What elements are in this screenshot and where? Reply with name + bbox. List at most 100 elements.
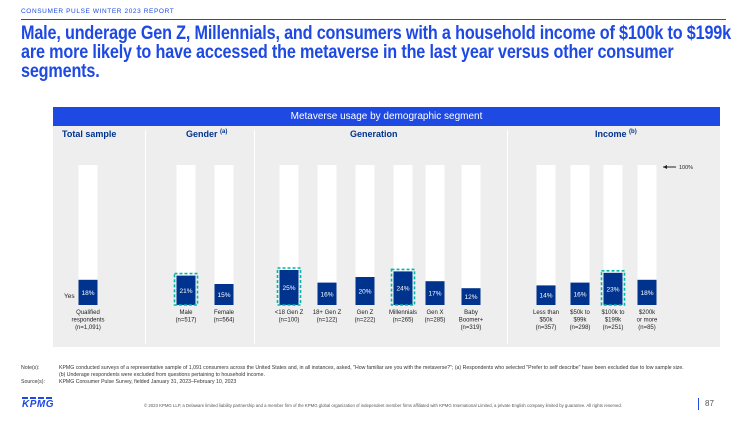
category-label: Male	[179, 310, 193, 316]
section-title-gender: Gender (a)	[186, 129, 228, 139]
bar	[461, 288, 481, 305]
bar-highlight	[173, 272, 199, 306]
note-text: (b) Underage respondents were excluded f…	[59, 372, 265, 378]
section-divider	[254, 130, 255, 344]
category-label: (n=357)	[536, 325, 557, 331]
notes-label: Note(s):	[21, 365, 40, 371]
bar-track	[176, 165, 196, 305]
gender-footnote: (a)	[220, 129, 228, 135]
category-label: or more	[637, 318, 658, 324]
page-number-rule	[698, 398, 699, 410]
bar-value-label: 18%	[81, 290, 94, 297]
category-label: (n=298)	[570, 325, 591, 331]
note-text: KPMG conducted surveys of a representati…	[59, 365, 684, 371]
chart-banner: Metaverse usage by demographic segment	[53, 107, 720, 126]
category-label: (n=85)	[638, 325, 656, 331]
category-label: 18+ Gen Z	[313, 310, 342, 316]
page-headline: Male, underage Gen Z, Millennials, and c…	[21, 22, 731, 82]
category-label: (n=122)	[317, 318, 338, 324]
category-label: $200k	[639, 310, 656, 316]
category-label: Boomer+	[459, 318, 484, 324]
report-header: CONSUMER PULSE WINTER 2023 REPORT	[21, 8, 175, 15]
category-label: (n=251)	[603, 325, 624, 331]
bar-track	[317, 165, 337, 305]
bar-track	[536, 165, 556, 305]
bar-value-label: 17%	[428, 291, 441, 298]
category-label: (n=265)	[393, 318, 414, 324]
section-divider	[145, 130, 146, 344]
category-label: Gen X	[426, 310, 443, 316]
bar	[176, 275, 196, 305]
bar	[279, 270, 299, 305]
bar-track	[78, 165, 98, 305]
section-title-total: Total sample	[62, 129, 117, 139]
bar	[355, 277, 375, 305]
category-label: Qualified	[76, 310, 100, 316]
bar	[78, 279, 98, 305]
category-label: Millennials	[389, 310, 417, 316]
category-label: (n=564)	[214, 318, 235, 324]
source-text: KPMG Consumer Pulse Survey, fielded Janu…	[59, 379, 237, 385]
bar	[425, 281, 445, 305]
source-label: Source(s):	[21, 379, 45, 385]
category-label: (n=517)	[176, 318, 197, 324]
category-label: <18 Gen Z	[275, 310, 304, 316]
category-label: respondents	[71, 318, 104, 324]
bar-value-label: 18%	[640, 290, 653, 297]
kpmg-logo: KPMG	[22, 399, 54, 410]
section-divider	[507, 130, 508, 344]
bar-track	[637, 165, 657, 305]
category-label: $199k	[605, 318, 622, 324]
bar-value-label: 25%	[282, 285, 295, 292]
bar	[603, 272, 623, 305]
bar	[536, 285, 556, 305]
bar-highlight	[390, 268, 416, 306]
reference-arrow-icon	[663, 165, 667, 169]
bar	[637, 279, 657, 305]
category-label: (n=100)	[279, 318, 300, 324]
category-label: (n=285)	[425, 318, 446, 324]
bar-highlight	[276, 267, 302, 306]
bar-value-label: 15%	[217, 292, 230, 299]
category-label: $50k	[539, 318, 553, 324]
bar-value-label: 24%	[396, 286, 409, 293]
bar-value-label: 16%	[573, 291, 586, 298]
bar	[214, 284, 234, 305]
category-label: (n=1,091)	[75, 325, 101, 331]
category-label: Female	[214, 310, 235, 316]
header-rule	[21, 19, 726, 20]
page-number: 87	[705, 399, 714, 408]
category-label: $100k to	[601, 310, 625, 316]
bar-track	[425, 165, 445, 305]
reference-label: 100%	[679, 165, 693, 171]
row-label: Yes	[64, 293, 75, 300]
category-label: Gen Z	[357, 310, 374, 316]
bar	[570, 282, 590, 305]
bar-highlight	[600, 269, 626, 306]
category-label: (n=222)	[355, 318, 376, 324]
notes-block: Note(s): KPMG conducted surveys of a repr…	[21, 365, 731, 386]
section-title-income: Income (b)	[595, 129, 637, 139]
bar-track	[214, 165, 234, 305]
section-title-generation: Generation	[350, 129, 398, 139]
bar	[393, 271, 413, 305]
category-label: (n=319)	[461, 325, 482, 331]
bar-value-label: 16%	[320, 291, 333, 298]
kpmg-logo-bars-icon	[22, 397, 52, 399]
category-label: Less than	[533, 310, 559, 316]
bar-track	[355, 165, 375, 305]
bar-value-label: 21%	[179, 288, 192, 295]
bar-value-label: 14%	[539, 293, 552, 300]
bar	[317, 282, 337, 305]
bar-value-label: 12%	[464, 294, 477, 301]
category-label: Baby	[464, 310, 478, 316]
bar-value-label: 23%	[606, 286, 619, 293]
bar-track	[461, 165, 481, 305]
income-footnote: (b)	[629, 129, 637, 135]
category-label: $99k	[573, 318, 587, 324]
category-label: $50k to	[570, 310, 590, 316]
bar-track	[570, 165, 590, 305]
bar-value-label: 20%	[358, 289, 371, 296]
copyright-text: © 2023 KPMG LLP, a Delaware limited liab…	[143, 403, 623, 408]
